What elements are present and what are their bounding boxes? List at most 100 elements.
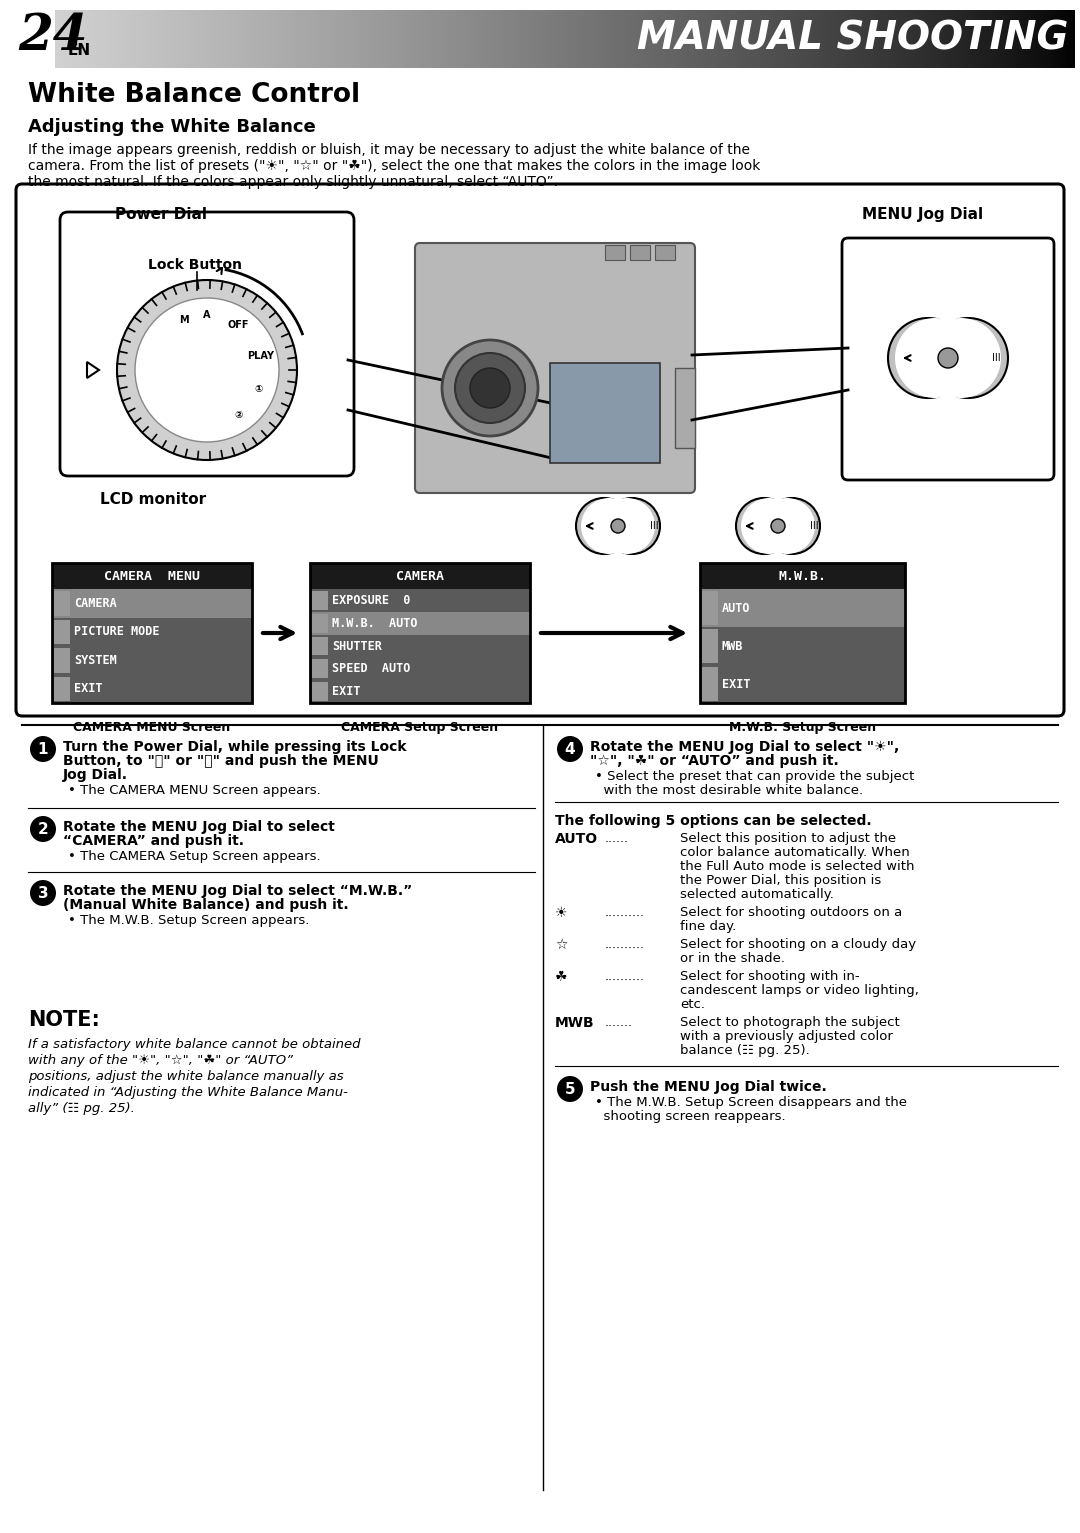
Bar [576, 11, 579, 67]
Bar [388, 11, 392, 67]
Bar [296, 11, 300, 67]
Bar [888, 11, 891, 67]
Bar [449, 11, 453, 67]
Text: candescent lamps or video lighting,: candescent lamps or video lighting, [680, 984, 919, 996]
Bar [837, 11, 840, 67]
Bar [272, 11, 276, 67]
Bar [1051, 11, 1054, 67]
Bar [976, 11, 980, 67]
Bar [674, 11, 677, 67]
Bar [473, 11, 476, 67]
Bar [647, 11, 650, 67]
Bar [660, 11, 663, 67]
Text: ..........: .......... [605, 970, 645, 983]
Bar [1003, 11, 1007, 67]
Bar [310, 563, 530, 704]
Text: Adjusting the White Balance: Adjusting the White Balance [28, 118, 315, 136]
Bar [1048, 11, 1051, 67]
Bar [1062, 11, 1065, 67]
Bar [793, 11, 796, 67]
Text: III: III [810, 521, 819, 530]
Bar [429, 11, 432, 67]
Bar [1041, 11, 1044, 67]
Bar [426, 11, 429, 67]
Bar [109, 11, 112, 67]
Bar [171, 11, 174, 67]
Bar [62, 11, 65, 67]
Bar [592, 11, 595, 67]
Bar [541, 11, 544, 67]
Bar [232, 11, 235, 67]
Bar [1054, 11, 1058, 67]
Bar [700, 665, 905, 704]
Bar [180, 11, 185, 67]
Bar [245, 11, 248, 67]
Bar [456, 11, 460, 67]
Bar [579, 11, 582, 67]
Bar [262, 11, 266, 67]
Bar [932, 11, 935, 67]
Bar [140, 11, 144, 67]
Bar [725, 11, 728, 67]
Bar [99, 11, 103, 67]
Bar [239, 11, 242, 67]
Text: 4: 4 [565, 742, 576, 756]
Circle shape [741, 498, 797, 553]
Bar [759, 11, 762, 67]
Bar [946, 11, 949, 67]
Bar [69, 11, 72, 67]
Circle shape [895, 317, 975, 399]
Bar [514, 11, 517, 67]
Text: (Manual White Balance) and push it.: (Manual White Balance) and push it. [63, 898, 349, 912]
Text: fine day.: fine day. [680, 920, 737, 934]
Bar [259, 11, 262, 67]
Bar [831, 11, 834, 67]
Text: Turn the Power Dial, while pressing its Lock: Turn the Power Dial, while pressing its … [63, 740, 406, 754]
Bar [677, 11, 680, 67]
Bar [494, 11, 497, 67]
Bar [487, 11, 490, 67]
Circle shape [611, 520, 625, 533]
Bar [453, 11, 456, 67]
Bar [225, 11, 228, 67]
Bar [174, 11, 177, 67]
Text: SHUTTER: SHUTTER [332, 639, 382, 653]
Bar [521, 11, 524, 67]
Circle shape [764, 498, 820, 553]
Bar [144, 11, 147, 67]
Bar [878, 11, 881, 67]
Bar [463, 11, 467, 67]
Text: Rotate the MENU Jog Dial to select: Rotate the MENU Jog Dial to select [63, 820, 335, 834]
Bar [218, 11, 221, 67]
Bar [762, 11, 766, 67]
Bar [55, 11, 58, 67]
Bar [334, 11, 337, 67]
Text: CAMERA: CAMERA [75, 596, 117, 610]
Bar [1024, 11, 1027, 67]
Bar [150, 11, 153, 67]
Text: ......: ...... [605, 832, 629, 845]
Text: CAMERA MENU Screen: CAMERA MENU Screen [73, 721, 231, 734]
Text: with any of the "☀", "☆", "☘" or “AUTO”: with any of the "☀", "☆", "☘" or “AUTO” [28, 1055, 293, 1067]
Bar [728, 11, 731, 67]
Bar [997, 11, 1000, 67]
Bar [721, 11, 725, 67]
Text: Rotate the MENU Jog Dial to select "☀",: Rotate the MENU Jog Dial to select "☀", [590, 740, 900, 754]
Bar [779, 11, 783, 67]
Bar [926, 11, 929, 67]
Text: The following 5 options can be selected.: The following 5 options can be selected. [555, 814, 872, 828]
Text: ☘: ☘ [555, 970, 567, 984]
Bar [905, 11, 908, 67]
Text: EXIT: EXIT [332, 685, 361, 698]
Bar [133, 11, 136, 67]
Bar [851, 11, 854, 67]
Bar [915, 11, 919, 67]
Circle shape [30, 736, 56, 762]
Bar [511, 11, 514, 67]
Bar [402, 11, 405, 67]
Text: CAMERA: CAMERA [396, 569, 444, 583]
Bar [548, 11, 552, 67]
Bar [820, 11, 823, 67]
Bar [772, 11, 775, 67]
Text: Select this position to adjust the: Select this position to adjust the [680, 832, 896, 845]
